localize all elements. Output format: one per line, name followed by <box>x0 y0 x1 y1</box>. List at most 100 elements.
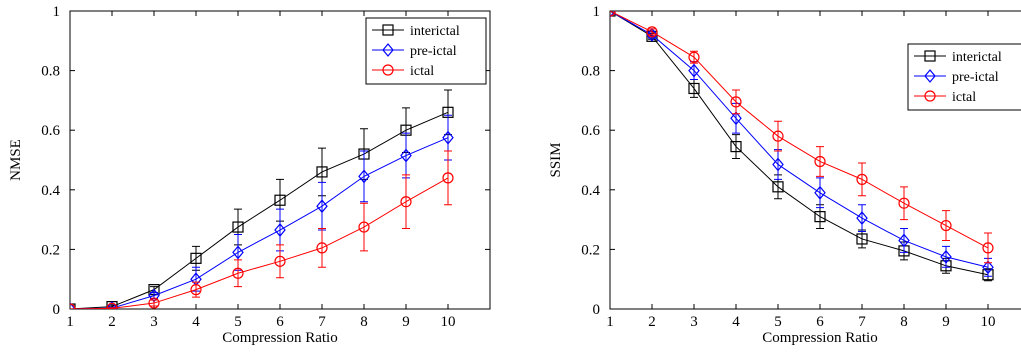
data-point-ictal <box>190 284 202 296</box>
x-tick-label: 3 <box>150 314 158 330</box>
data-point-pre-ictal <box>982 260 994 275</box>
data-point-ictal <box>148 297 160 309</box>
x-axis-label: Compression Ratio <box>762 330 877 346</box>
data-point-interictal <box>316 166 328 178</box>
x-tick-label: 8 <box>900 314 908 330</box>
series-pre-ictal <box>70 114 454 309</box>
error-bar <box>900 228 908 253</box>
data-point-interictal <box>274 194 286 206</box>
y-tick-label: 0.6 <box>581 123 600 139</box>
error-bar <box>318 181 326 231</box>
x-tick-label: 7 <box>318 314 326 330</box>
data-point-ictal <box>772 130 784 142</box>
chart-panel-ssim: 1 2 3 4 5 6 7 8 9 10 0 0.2 0.4 0.6 0.8 1 Compression Rat… <box>548 4 1021 346</box>
series-line-pre-ictal <box>610 11 989 268</box>
x-tick-label: 8 <box>360 314 368 330</box>
legend-label-interictal: interictal <box>410 24 460 39</box>
legend-label-pre-ictal: pre-ictal <box>410 44 457 59</box>
data-point-ictal <box>856 173 868 185</box>
x-tick-label: 10 <box>441 314 456 330</box>
series-line-interictal <box>610 11 989 276</box>
x-tick-label: 3 <box>690 314 698 330</box>
error-bar <box>318 228 326 268</box>
series-ictal <box>70 150 454 309</box>
data-point-pre-ictal <box>646 27 658 42</box>
data-point-ictal <box>106 302 118 309</box>
data-point-ictal <box>646 26 658 38</box>
error-bar <box>984 232 992 264</box>
error-bar <box>690 50 698 64</box>
error-bar <box>402 174 410 230</box>
legend-marker-pre-ictal <box>924 69 936 83</box>
error-bar <box>816 146 824 177</box>
error-bar <box>648 28 656 36</box>
data-point-ictal <box>400 196 412 208</box>
y-tick-label: 0.2 <box>41 242 60 258</box>
data-point-pre-ictal <box>400 148 412 163</box>
legend-box <box>365 17 487 85</box>
legend-label-pre-ictal: pre-ictal <box>952 70 999 85</box>
data-point-interictal <box>856 233 868 245</box>
error-bar <box>858 229 866 249</box>
error-bar <box>150 299 158 307</box>
legend-marker-ictal <box>382 64 394 76</box>
y-tick-label: 0.6 <box>41 123 60 139</box>
legend-marker-interictal <box>924 50 936 62</box>
error-bar <box>444 150 452 206</box>
error-bar <box>234 259 242 288</box>
x-tick-label: 5 <box>774 314 782 330</box>
x-tick-label: 2 <box>108 314 116 330</box>
error-bar <box>192 245 200 271</box>
series-interictal <box>70 89 454 309</box>
error-bar <box>816 177 824 209</box>
data-point-pre-ictal <box>106 301 118 309</box>
series-ictal <box>610 11 994 264</box>
data-point-interictal <box>190 252 202 264</box>
series-line-pre-ictal <box>70 137 449 309</box>
data-point-ictal <box>898 197 910 209</box>
x-tick-label: 4 <box>192 314 200 330</box>
error-bar <box>732 89 740 115</box>
x-tick-label: 9 <box>402 314 410 330</box>
x-tick-label: 6 <box>276 314 284 330</box>
error-bar <box>900 186 908 221</box>
y-tick-label: 0.4 <box>581 183 600 199</box>
legend-box <box>907 43 1021 111</box>
y-tick-label: 0.8 <box>581 64 600 80</box>
data-point-ictal <box>940 219 952 232</box>
error-bar <box>732 134 740 160</box>
series-line-ictal <box>610 11 989 249</box>
data-point-interictal <box>688 82 700 95</box>
x-tick-label: 1 <box>66 314 74 330</box>
error-bar <box>360 202 368 252</box>
error-bar <box>774 120 782 152</box>
y-tick-label: 1 <box>53 4 61 20</box>
data-point-pre-ictal <box>70 302 76 309</box>
data-point-pre-ictal <box>772 157 784 172</box>
data-point-pre-ictal <box>358 169 370 184</box>
data-point-ictal <box>316 242 328 254</box>
x-tick-label: 4 <box>732 314 740 330</box>
data-point-interictal <box>814 211 826 223</box>
error-bar <box>360 150 368 203</box>
error-bar <box>816 204 824 230</box>
chart-panel-nmse: 1 2 3 4 5 6 7 8 9 10 0 0.2 0.4 0.6 0.8 1 Compression Rat… <box>8 4 491 346</box>
data-point-pre-ictal <box>856 211 868 226</box>
data-point-interictal <box>232 221 244 233</box>
x-tick-label: 5 <box>234 314 242 330</box>
data-point-pre-ictal <box>274 223 286 237</box>
data-point-ictal <box>442 172 454 184</box>
series-line-interictal <box>70 111 449 309</box>
data-point-pre-ictal <box>232 245 244 260</box>
legend: interictal pre-ictal ictal <box>365 17 487 85</box>
data-point-pre-ictal <box>898 233 910 248</box>
error-bar <box>858 162 866 197</box>
legend-label-ictal: ictal <box>410 64 434 79</box>
plot-area <box>610 11 994 282</box>
error-bar <box>402 132 410 179</box>
data-point-ictal <box>232 267 244 279</box>
error-bar <box>858 204 866 233</box>
y-tick-label: 1 <box>593 4 601 20</box>
error-bar <box>942 245 950 268</box>
